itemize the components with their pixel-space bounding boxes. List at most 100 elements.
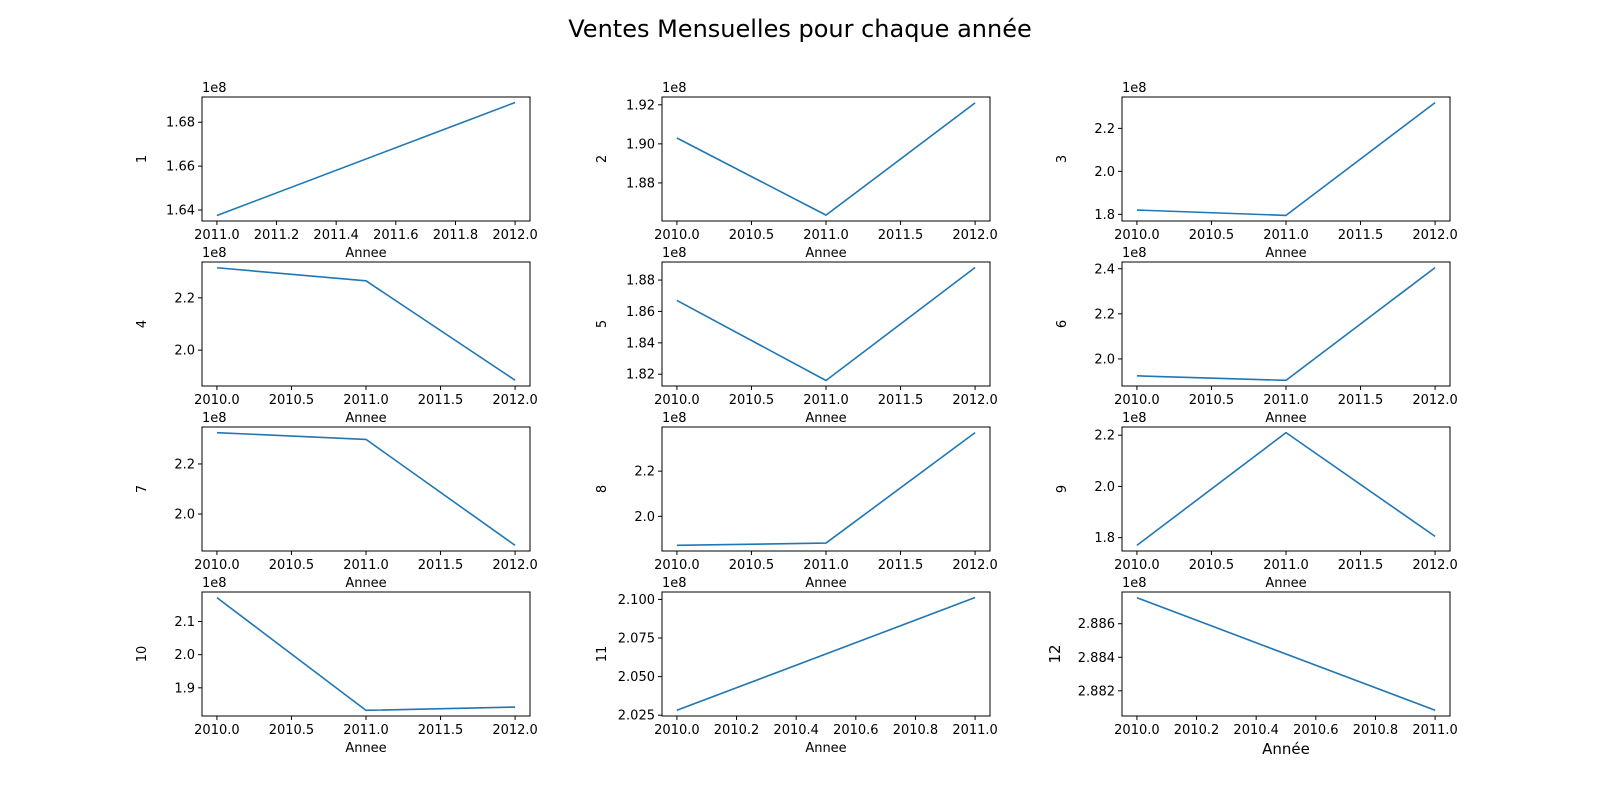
x-axis-label: Annee	[805, 411, 846, 426]
axes-frame	[1121, 591, 1451, 717]
x-tick-label: 2010.8	[893, 723, 939, 738]
x-tick-label: 2012.0	[1412, 228, 1458, 243]
x-axis-label: Annee	[805, 246, 846, 261]
x-tick-label: 2010.0	[654, 228, 700, 243]
series-line	[216, 266, 516, 381]
axis-offset-label: 1e8	[662, 576, 687, 591]
y-axis-label: 8	[595, 485, 610, 493]
x-tick-label: 2011.8	[433, 228, 479, 243]
x-tick-label: 2011.5	[1338, 228, 1384, 243]
y-tick-label: 2.0	[174, 648, 195, 663]
x-tick-label: 2011.0	[1263, 558, 1309, 573]
axis-offset-label: 1e8	[202, 411, 227, 426]
y-tick-label: 2.2	[1094, 429, 1115, 444]
y-tick-label: 1.68	[166, 116, 195, 131]
y-tick-label: 2.2	[1094, 122, 1115, 137]
y-tick-label: 2.0	[634, 510, 655, 525]
x-tick-label: 2011.2	[254, 228, 300, 243]
y-tick-label: 2.025	[618, 709, 655, 724]
y-tick-label: 2.0	[1094, 165, 1115, 180]
x-tick-label: 2010.5	[1189, 393, 1235, 408]
x-tick-label: 2012.0	[492, 228, 538, 243]
x-axis-label: Annee	[1265, 411, 1306, 426]
series-line	[216, 101, 516, 217]
x-tick-label: 2011.5	[418, 558, 464, 573]
y-tick-label: 1.9	[174, 681, 195, 696]
series-line	[676, 432, 976, 547]
x-tick-label: 2011.0	[803, 558, 849, 573]
y-axis-label: 4	[135, 320, 150, 328]
x-axis-label: Annee	[345, 741, 386, 756]
x-tick-label: 2011.5	[418, 723, 464, 738]
x-axis-label: Année	[1262, 740, 1310, 758]
x-tick-label: 2010.8	[1353, 723, 1399, 738]
axis-offset-label: 1e8	[662, 411, 687, 426]
x-tick-label: 2010.2	[714, 723, 760, 738]
y-tick-label: 2.0	[1094, 352, 1115, 367]
x-tick-label: 2010.0	[1114, 558, 1160, 573]
series-line	[1136, 431, 1436, 546]
series-line	[1136, 596, 1436, 712]
x-tick-label: 2010.5	[729, 393, 775, 408]
x-tick-label: 2010.0	[194, 558, 240, 573]
series-line	[1136, 267, 1436, 382]
x-tick-label: 2010.5	[729, 558, 775, 573]
y-tick-label: 2.882	[1078, 684, 1115, 699]
subplot-11: 2010.0 2010.2 2010.4 2010.6 2010.8 2011.0 2.02…	[595, 576, 998, 756]
x-tick-label: 2010.5	[1189, 558, 1235, 573]
y-axis-label: 7	[135, 485, 150, 493]
y-axis-label: 2	[595, 155, 610, 163]
subplot-7: 2010.0 2010.5 2011.0 2011.5 2012.0 2.0 2.2 1e8 A…	[135, 411, 538, 591]
y-tick-label: 2.886	[1078, 617, 1115, 632]
y-tick-label: 2.4	[1094, 262, 1115, 277]
y-axis-label: 12	[1046, 644, 1064, 663]
x-tick-label: 2011.0	[1412, 723, 1458, 738]
x-tick-label: 2012.0	[1412, 393, 1458, 408]
x-axis-label: Annee	[1265, 246, 1306, 261]
y-tick-label: 1.66	[166, 160, 195, 175]
x-tick-label: 2011.0	[1263, 228, 1309, 243]
y-tick-label: 1.88	[626, 274, 655, 289]
subplot-grid: 2011.0 2011.2 2011.4 2011.6 2011.8 2012.0 1.64…	[135, 81, 1458, 758]
x-tick-label: 2011.5	[1338, 393, 1384, 408]
y-axis-label: 9	[1055, 485, 1070, 493]
x-tick-label: 2010.5	[269, 723, 315, 738]
y-axis-label: 3	[1055, 155, 1070, 163]
y-tick-label: 2.050	[618, 670, 655, 685]
x-axis-label: Annee	[345, 246, 386, 261]
axis-offset-label: 1e8	[202, 81, 227, 96]
y-tick-label: 1.84	[626, 336, 655, 351]
y-tick-label: 2.2	[174, 457, 195, 472]
y-tick-label: 2.0	[174, 508, 195, 523]
x-tick-label: 2011.0	[803, 393, 849, 408]
subplot-8: 2010.0 2010.5 2011.0 2011.5 2012.0 2.0 2.2 1e8 A…	[595, 411, 998, 591]
x-tick-label: 2010.2	[1174, 723, 1220, 738]
y-tick-label: 1.82	[626, 368, 655, 383]
subplot-4: 2010.0 2010.5 2011.0 2011.5 2012.0 2.0 2.2 1e8 A…	[135, 246, 538, 426]
y-tick-label: 1.86	[626, 305, 655, 320]
x-tick-label: 2012.0	[1412, 558, 1458, 573]
series-line	[676, 596, 976, 712]
y-tick-label: 2.1	[174, 615, 195, 630]
x-axis-label: Annee	[1265, 576, 1306, 591]
y-axis-label: 11	[595, 646, 610, 663]
series-line	[216, 597, 516, 712]
y-tick-label: 2.100	[618, 593, 655, 608]
x-axis-label: Annee	[345, 411, 386, 426]
x-tick-label: 2011.0	[194, 228, 240, 243]
x-tick-label: 2010.4	[773, 723, 819, 738]
subplot-9: 2010.0 2010.5 2011.0 2011.5 2012.0 1.8 2.0 2.2 1…	[1055, 411, 1458, 591]
x-tick-label: 2011.5	[418, 393, 464, 408]
x-tick-label: 2010.5	[729, 228, 775, 243]
x-tick-label: 2010.0	[654, 558, 700, 573]
axis-offset-label: 1e8	[662, 246, 687, 261]
x-tick-label: 2012.0	[492, 723, 538, 738]
y-tick-label: 1.8	[1094, 531, 1115, 546]
subplot-3: 2010.0 2010.5 2011.0 2011.5 2012.0 1.8 2.0 2.2 1…	[1055, 81, 1458, 261]
x-tick-label: 2011.0	[343, 558, 389, 573]
x-tick-label: 2011.0	[803, 228, 849, 243]
x-tick-label: 2010.0	[1114, 393, 1160, 408]
series-line	[216, 431, 516, 547]
axis-offset-label: 1e8	[1122, 81, 1147, 96]
